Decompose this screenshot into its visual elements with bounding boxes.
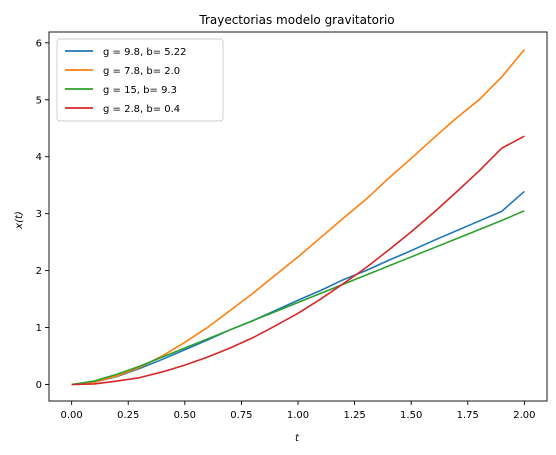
x-tick-label: 0.75	[230, 410, 252, 421]
legend-entry-1: g = 9.8, b= 5.22	[103, 47, 187, 58]
legend-entry-2: g = 7.8, b= 2.0	[103, 66, 180, 77]
y-tick-label: 2	[36, 266, 42, 277]
y-tick-label: 1	[36, 323, 42, 334]
legend: g = 9.8, b= 5.22 g = 7.8, b= 2.0 g = 15, b…	[56, 38, 224, 122]
series-line-4	[71, 135, 525, 386]
series-line-3	[71, 210, 525, 386]
x-tick-label: 1.50	[400, 410, 422, 421]
x-tick-label: 1.75	[457, 410, 479, 421]
y-tick-label: 4	[36, 152, 42, 163]
legend-box	[56, 38, 224, 122]
legend-entry-4: g = 2.8, b= 0.4	[103, 104, 180, 115]
legend-entry-3: g = 15, b= 9.3	[103, 85, 177, 96]
series-line-1	[71, 190, 525, 386]
x-axis-label: t	[295, 433, 300, 444]
x-tick-label: 2.00	[513, 410, 535, 421]
x-tick-label: 0.00	[61, 410, 83, 421]
y-axis-label: x(t)	[14, 211, 25, 230]
x-tick-label: 1.25	[343, 410, 365, 421]
y-tick-label: 0	[36, 380, 42, 391]
y-tick-label: 5	[36, 95, 42, 106]
x-tick-label: 1.00	[287, 410, 309, 421]
x-tick-label: 0.25	[117, 410, 139, 421]
y-tick-label: 6	[36, 38, 42, 49]
y-tick-label: 3	[36, 209, 42, 220]
x-tick-label: 0.50	[174, 410, 196, 421]
plot-area	[71, 49, 525, 386]
chart-title: Trayectorias modelo gravitatorio	[198, 13, 394, 27]
axes: 0.00 0.25 0.50 0.75 1.00 1.25 1.50 1.75 2.00 0 1 2 3…	[36, 31, 548, 421]
